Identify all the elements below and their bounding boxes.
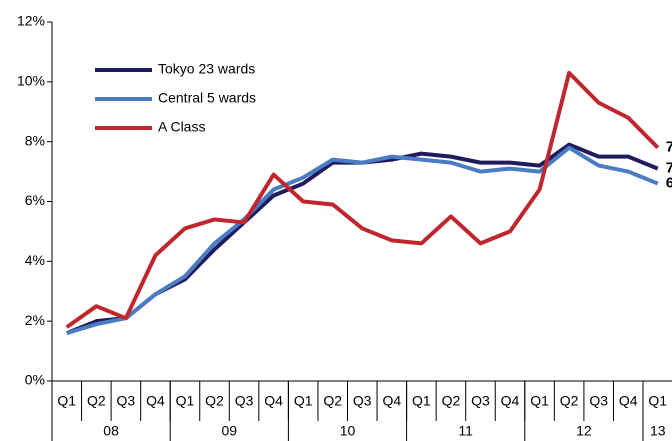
x-tick-label: Q4 <box>501 393 520 409</box>
x-tick-label: Q4 <box>146 393 165 409</box>
y-tick-label: 12% <box>17 13 45 29</box>
legend-label: Tokyo 23 wards <box>158 61 255 77</box>
series-line <box>66 142 659 335</box>
series-line <box>65 70 660 329</box>
x-tick-label: Q4 <box>619 393 638 409</box>
group-label: 10 <box>340 423 356 439</box>
group-label: 09 <box>222 423 238 439</box>
y-tick-label: 2% <box>25 312 45 328</box>
legend-label: A Class <box>158 119 205 135</box>
group-label: 11 <box>458 423 473 439</box>
data-label: 7 <box>666 139 672 156</box>
data-label: 7 <box>666 160 672 177</box>
legend-label: Central 5 wards <box>158 90 256 106</box>
y-tick-label: 4% <box>25 252 45 268</box>
group-label: 13 <box>650 423 666 439</box>
series-line <box>66 145 659 336</box>
group-label: 08 <box>103 423 119 439</box>
x-tick-label: Q2 <box>442 393 461 409</box>
y-tick-label: 0% <box>25 372 45 388</box>
x-tick-label: Q1 <box>530 393 549 409</box>
x-tick-label: Q1 <box>294 393 313 409</box>
x-tick-label: Q1 <box>57 393 76 409</box>
x-tick-label: Q4 <box>382 393 401 409</box>
x-tick-label: Q3 <box>353 393 372 409</box>
x-tick-label: Q2 <box>560 393 579 409</box>
x-tick-label: Q3 <box>589 393 608 409</box>
x-tick-label: Q1 <box>648 393 667 409</box>
x-tick-label: Q2 <box>205 393 224 409</box>
x-tick-label: Q3 <box>471 393 490 409</box>
data-label: 6 <box>666 175 672 192</box>
group-label: 12 <box>576 423 592 439</box>
x-tick-label: Q2 <box>323 393 342 409</box>
x-tick-label: Q1 <box>412 393 431 409</box>
y-tick-label: 6% <box>25 192 45 208</box>
y-tick-label: 10% <box>17 73 45 89</box>
x-tick-label: Q1 <box>176 393 195 409</box>
x-tick-label: Q3 <box>235 393 254 409</box>
y-tick-label: 8% <box>25 132 45 148</box>
x-tick-label: Q3 <box>117 393 136 409</box>
x-tick-label: Q2 <box>87 393 106 409</box>
x-tick-label: Q4 <box>264 393 283 409</box>
